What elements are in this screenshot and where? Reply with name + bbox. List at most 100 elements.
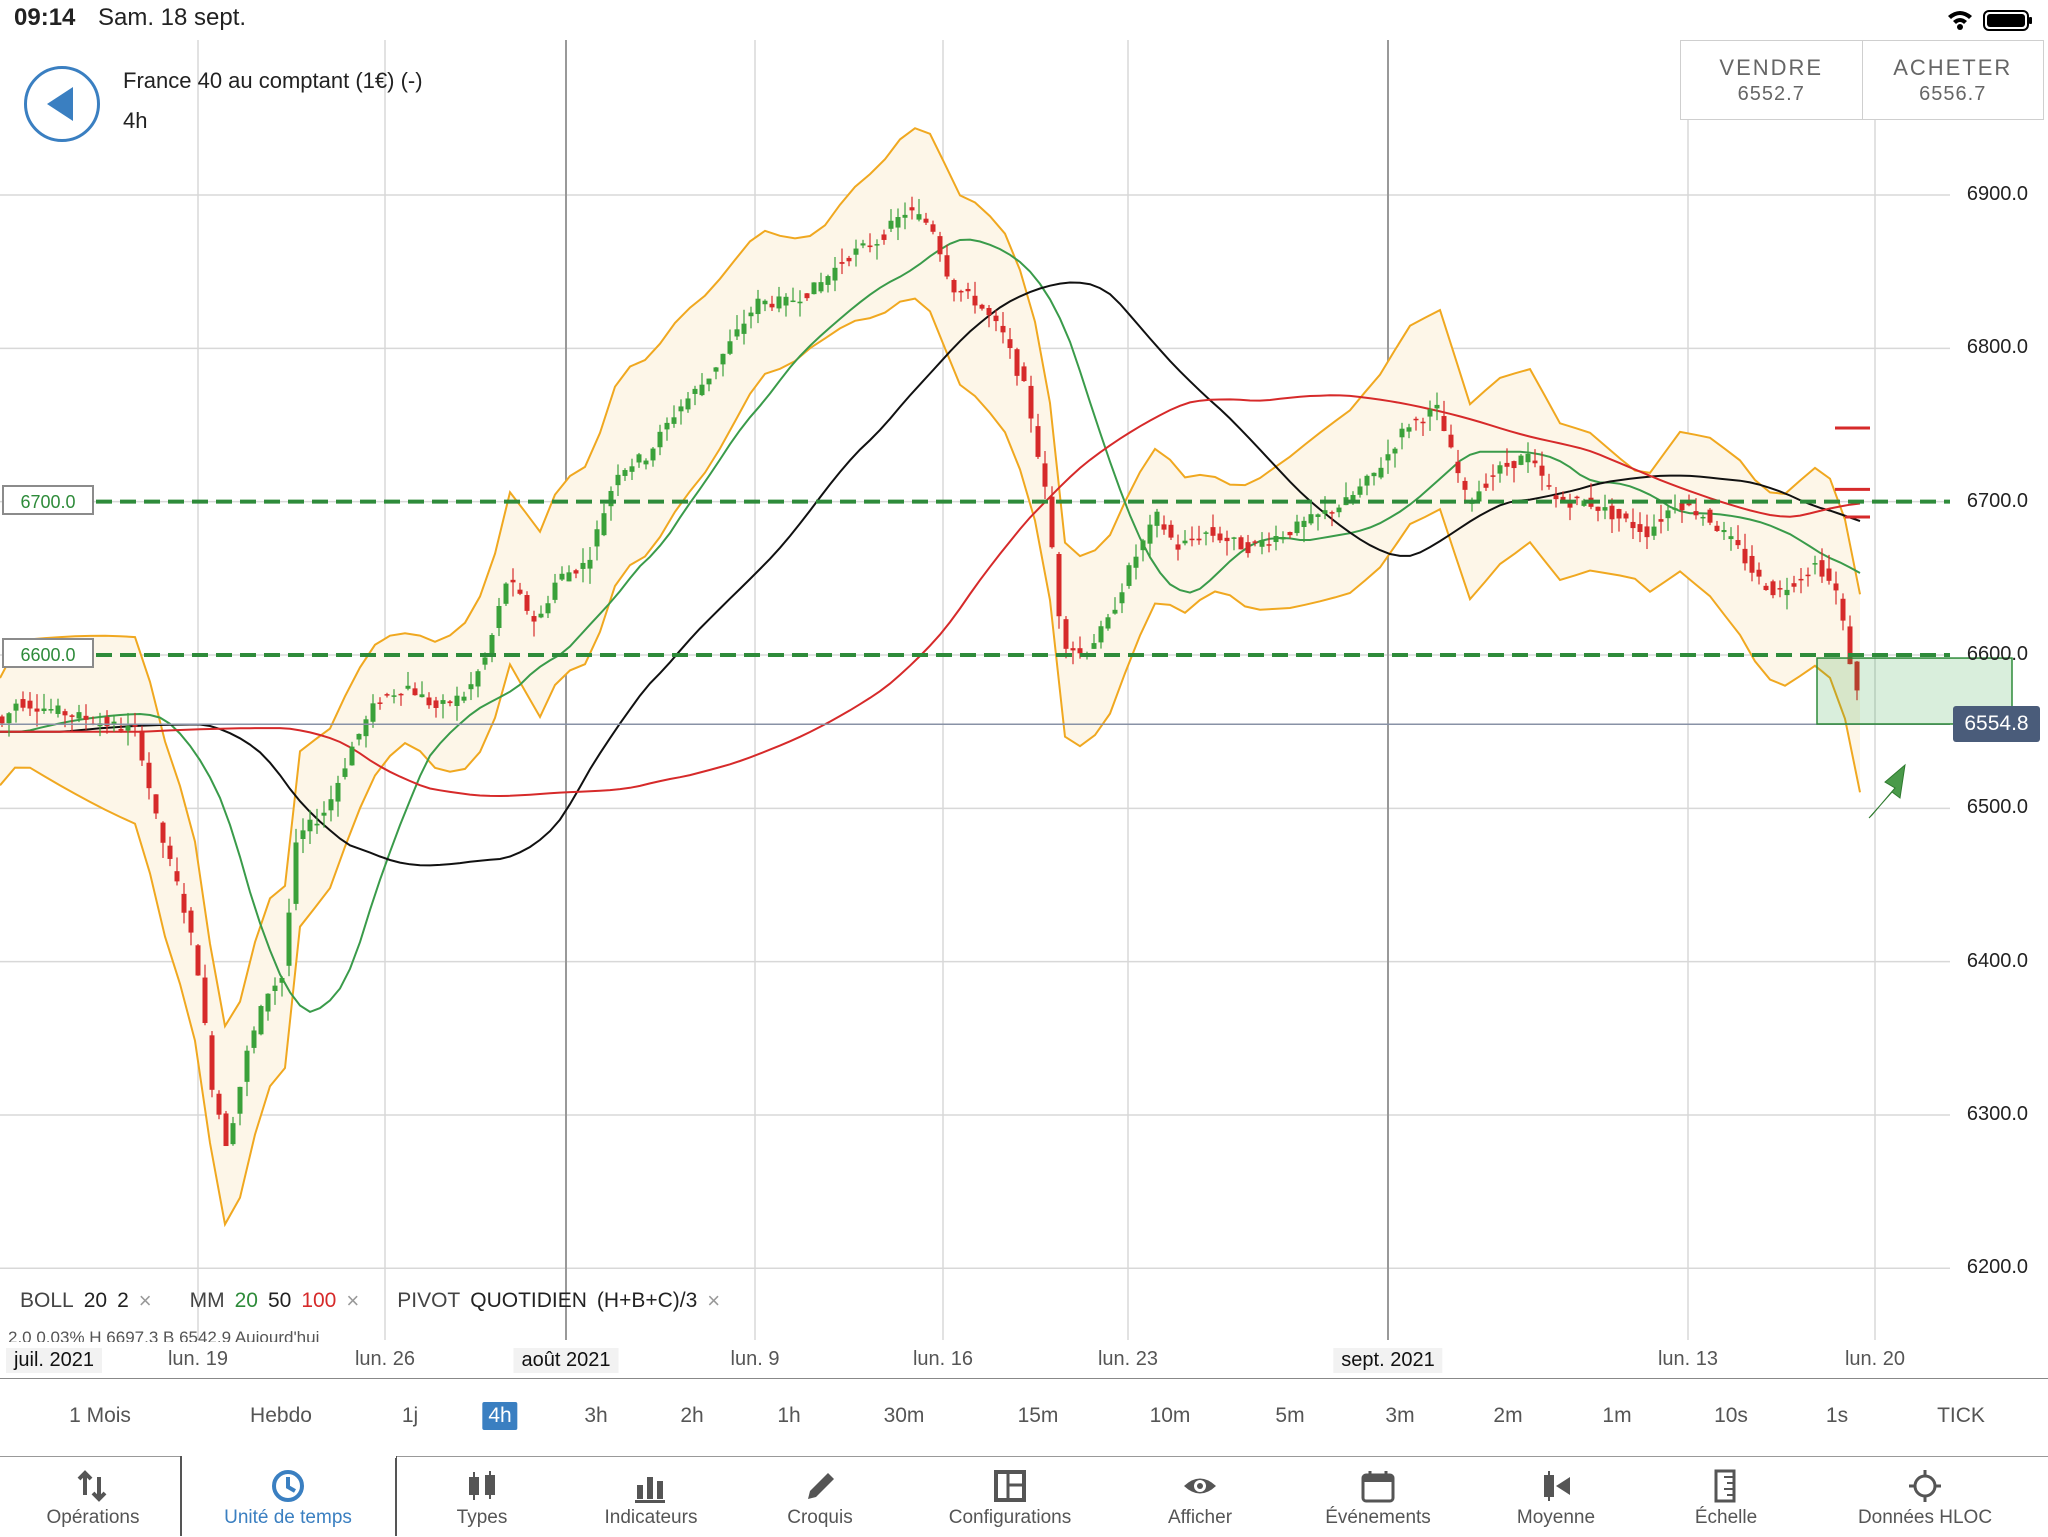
candle-body — [692, 388, 698, 394]
candle-body — [1007, 339, 1013, 349]
toolbar-bars[interactable]: Indicateurs — [566, 1457, 736, 1537]
timeframe-10m[interactable]: 10m — [1149, 1404, 1191, 1427]
candle-body — [1308, 514, 1314, 524]
candle-body — [370, 703, 376, 722]
candle-body — [909, 207, 915, 211]
candle-body — [1791, 583, 1797, 587]
timeframe-hebdo[interactable]: Hebdo — [250, 1404, 312, 1427]
toolbar-average[interactable]: Moyenne — [1471, 1457, 1641, 1537]
remove-boll-icon[interactable]: × — [138, 1288, 152, 1313]
timeframe-2m[interactable]: 2m — [1493, 1404, 1523, 1427]
back-button[interactable] — [24, 66, 100, 142]
candle-body — [482, 657, 488, 665]
candle-body — [839, 262, 845, 264]
candle-body — [1427, 409, 1433, 417]
candle-body — [377, 702, 383, 704]
toolbar-calendar[interactable]: Événements — [1293, 1457, 1463, 1537]
toolbar-crosshair[interactable]: Données HLOC — [1840, 1457, 2010, 1537]
candle-body — [1665, 510, 1671, 519]
x-tick-label: lun. 9 — [730, 1348, 780, 1370]
toolbar-layout[interactable]: Configurations — [925, 1457, 1095, 1537]
candle-body — [727, 341, 733, 354]
timeframe-15m[interactable]: 15m — [1017, 1404, 1059, 1427]
candle-body — [664, 422, 670, 430]
timeframe-1h[interactable]: 1h — [777, 1404, 801, 1427]
timeframe-2h[interactable]: 2h — [680, 1404, 704, 1427]
toolbar-clock[interactable]: Unité de temps — [203, 1457, 373, 1537]
candle-body — [804, 293, 810, 299]
toolbar-arrows[interactable]: Opérations — [8, 1457, 178, 1537]
candle-body — [1847, 626, 1853, 665]
toolbar-label: Types — [456, 1507, 508, 1528]
candle-body — [1560, 496, 1566, 503]
candle-body — [1357, 486, 1363, 495]
candle-body — [1497, 465, 1503, 474]
candle-body — [524, 595, 530, 611]
timeframe-1s[interactable]: 1s — [1825, 1404, 1849, 1427]
candle-body — [118, 728, 124, 731]
legend-ma[interactable]: MM — [189, 1289, 225, 1312]
candle-body — [195, 945, 201, 976]
timeframe-1m[interactable]: 1m — [1602, 1404, 1632, 1427]
candle-body — [83, 715, 89, 720]
timeframe-1j[interactable]: 1j — [401, 1404, 419, 1427]
price-chart[interactable] — [0, 40, 2048, 1378]
candle-body — [1770, 581, 1776, 596]
candle-body — [1728, 536, 1734, 540]
toolbar-label: Croquis — [787, 1507, 853, 1528]
candle-body — [930, 224, 936, 232]
timeframe-4h[interactable]: 4h — [482, 1402, 518, 1430]
scale-icon — [1714, 1469, 1736, 1503]
candle-body — [1490, 475, 1496, 477]
trade-panel: VENDRE 6552.7 ACHETER 6556.7 — [1680, 40, 2044, 120]
level-label-6600[interactable]: 6600.0 — [2, 638, 94, 668]
y-tick-label: 6700.0 — [1966, 489, 2028, 512]
status-date: Sam. 18 sept. — [98, 4, 247, 31]
timeframe-tick[interactable]: TICK — [1937, 1404, 1985, 1427]
timeframe-1-mois[interactable]: 1 Mois — [69, 1404, 131, 1427]
timeframe-10s[interactable]: 10s — [1714, 1404, 1748, 1427]
candle-body — [181, 893, 187, 913]
buy-button[interactable]: ACHETER 6556.7 — [1861, 41, 2044, 119]
ma-20-line — [0, 238, 1861, 1014]
sell-button[interactable]: VENDRE 6552.7 — [1681, 41, 1862, 119]
timeframe-5m[interactable]: 5m — [1275, 1404, 1305, 1427]
timeframe-3h[interactable]: 3h — [584, 1404, 608, 1427]
candle-body — [1021, 366, 1027, 382]
legend-ma2: 50 — [267, 1289, 292, 1312]
toolbar-label: Événements — [1325, 1507, 1431, 1528]
remove-ma-icon[interactable]: × — [346, 1288, 360, 1313]
candle-body — [1602, 507, 1608, 511]
legend-pivot[interactable]: PIVOT — [397, 1289, 461, 1312]
level-label-6700[interactable]: 6700.0 — [2, 485, 94, 515]
timeframe-3m[interactable]: 3m — [1385, 1404, 1415, 1427]
candle-body — [1378, 467, 1384, 478]
toolbar-pencil[interactable]: Croquis — [735, 1457, 905, 1537]
candle-body — [1119, 592, 1125, 604]
candle-body — [328, 799, 334, 811]
timeframe-30m[interactable]: 30m — [883, 1404, 925, 1427]
remove-pivot-icon[interactable]: × — [707, 1288, 721, 1313]
candle-body — [1539, 465, 1545, 476]
x-tick-label: lun. 16 — [912, 1348, 974, 1370]
candle-body — [1616, 509, 1622, 519]
x-tick-label: sept. 2021 — [1333, 1348, 1443, 1373]
candle-body — [972, 295, 978, 306]
candle-body — [237, 1086, 243, 1114]
candle-body — [1777, 588, 1783, 590]
candle-body — [153, 794, 159, 814]
legend-pivot-mode: QUOTIDIEN — [470, 1289, 587, 1312]
toolbar-eye[interactable]: Afficher — [1115, 1457, 1285, 1537]
candle-body — [1350, 495, 1356, 503]
legend-boll[interactable]: BOLL — [20, 1289, 74, 1312]
bars-icon — [635, 1477, 665, 1503]
status-time: 09:14 — [14, 4, 76, 31]
candle-body — [734, 329, 740, 337]
toolbar-candles[interactable]: Types — [397, 1457, 567, 1537]
candle-body — [811, 282, 817, 295]
x-tick-label: août 2021 — [513, 1348, 619, 1373]
toolbar-scale[interactable]: Échelle — [1641, 1457, 1811, 1537]
candle-body — [20, 699, 26, 708]
candle-body — [1658, 519, 1664, 522]
candle-body — [1637, 524, 1643, 532]
